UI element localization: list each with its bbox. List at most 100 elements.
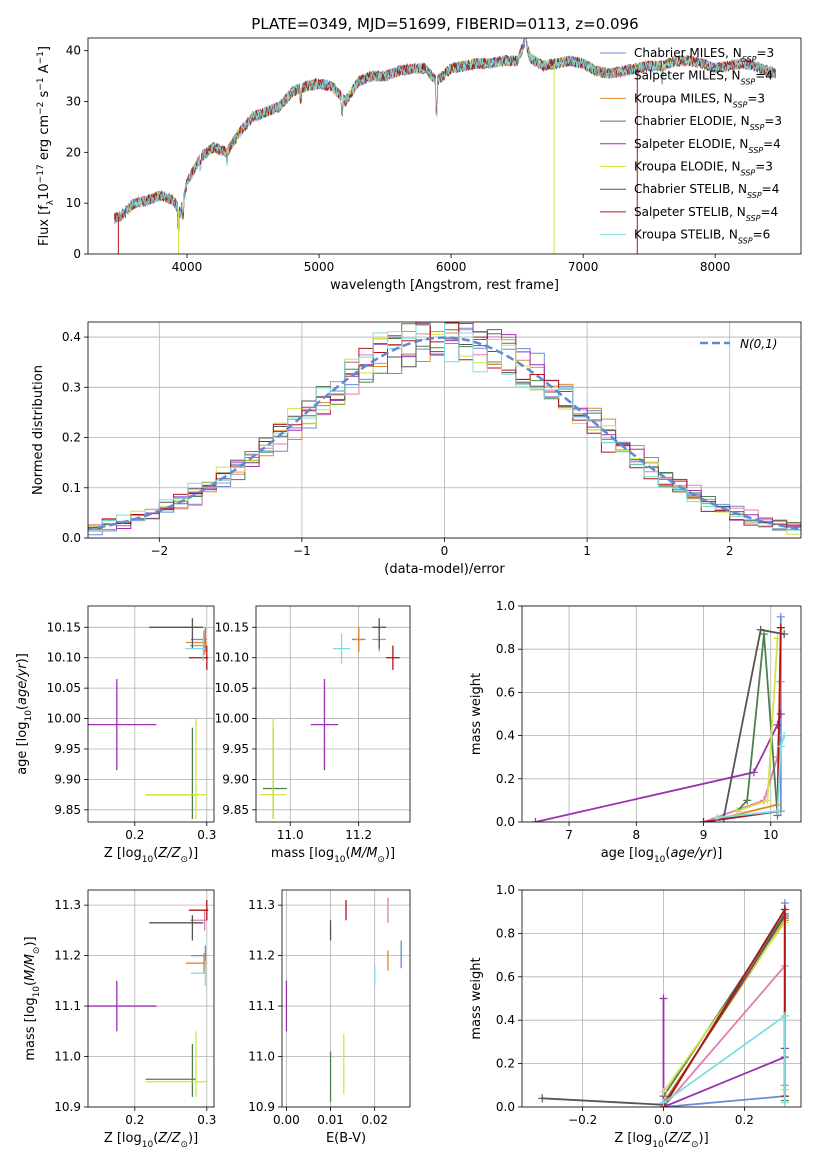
x-tick-label: 0.3 bbox=[197, 828, 216, 842]
chart-age_vs_Z: 0.2 0.3 9.85 9.90 9.95 10.00 10.05 10.10 10.15 Z … bbox=[15, 605, 216, 865]
axis-label: wavelength [Angstrom, rest frame] bbox=[330, 278, 559, 293]
x-tick-label: 9 bbox=[700, 828, 708, 842]
axes-frame bbox=[87, 889, 215, 1108]
x-tick-label: 0.2 bbox=[735, 1113, 754, 1127]
legend-label: Kroupa ELODIE, NSSP=3 bbox=[634, 160, 773, 178]
legend-label: Chabrier ELODIE, NSSP=3 bbox=[634, 114, 782, 132]
weight-line bbox=[736, 638, 779, 813]
legend-label: Salpeter MILES, NSSP=4 bbox=[634, 69, 773, 87]
weight-marker bbox=[760, 630, 769, 639]
y-tick-label: 0.6 bbox=[496, 970, 515, 984]
axis-label: Normed distribution bbox=[31, 365, 46, 495]
y-tick-label: 9.90 bbox=[54, 772, 81, 786]
chart-mass_vs_Z: 0.2 0.3 10.9 11.0 11.1 11.2 11.3 Z [log10(Z/Z⊙)… bbox=[23, 889, 216, 1150]
weight-marker bbox=[659, 994, 668, 1003]
y-tick-label: 9.95 bbox=[222, 742, 249, 756]
chart-weight_vs_age: 7 8 9 10 0.0 0.2 0.4 0.6 0.8 1.0 age [log10(age/yr… bbox=[469, 599, 802, 865]
y-tick-label: 9.85 bbox=[222, 803, 249, 817]
y-tick-label: 1.0 bbox=[496, 599, 515, 613]
x-tick-label: 0.01 bbox=[317, 1113, 344, 1127]
weight-line bbox=[535, 713, 782, 822]
x-tick-label: 0.00 bbox=[273, 1113, 300, 1127]
legend-label: Kroupa STELIB, NSSP=6 bbox=[634, 228, 770, 246]
legend: N(0,1) bbox=[700, 337, 777, 351]
legend-label: N(0,1) bbox=[740, 337, 777, 351]
chart-weight_vs_Z: −0.2 0.0 0.2 0.0 0.2 0.4 0.6 0.8 1.0 Z [log10(Z/Z… bbox=[469, 883, 802, 1150]
axes-frame bbox=[521, 889, 802, 1108]
y-tick-label: 10.15 bbox=[215, 620, 249, 634]
y-tick-label: 1.0 bbox=[496, 883, 515, 897]
weight-marker bbox=[776, 623, 785, 632]
x-tick-label: 4000 bbox=[172, 260, 203, 274]
weight-marker bbox=[780, 1098, 789, 1107]
chart-spectrum: 4000 5000 6000 7000 8000 0 10 20 30 40 wavelength … bbox=[36, 37, 802, 293]
axis-label: Z [log10(Z/Z⊙)] bbox=[104, 846, 198, 865]
y-tick-label: 11.3 bbox=[54, 898, 81, 912]
x-tick-label: 0 bbox=[441, 544, 449, 558]
plot-area bbox=[259, 618, 400, 819]
y-tick-label: 0.2 bbox=[496, 772, 515, 786]
legend-label: Chabrier STELIB, NSSP=4 bbox=[634, 182, 779, 200]
y-tick-label: 0.6 bbox=[496, 685, 515, 699]
normal-curve bbox=[88, 336, 801, 531]
plot-area bbox=[88, 900, 209, 1097]
axis-label: mass weight bbox=[469, 673, 484, 755]
legend: Chabrier MILES, NSSP=3 Salpeter MILES, NS… bbox=[600, 46, 782, 245]
x-tick-label: −2 bbox=[150, 544, 168, 558]
y-tick-label: 10.00 bbox=[215, 712, 249, 726]
weight-marker bbox=[773, 807, 782, 816]
x-tick-label: 6000 bbox=[436, 260, 467, 274]
weight-marker bbox=[776, 612, 785, 621]
plot-area bbox=[88, 322, 801, 536]
weight-line bbox=[662, 906, 786, 1107]
weight-line bbox=[716, 735, 786, 819]
x-tick-label: 8000 bbox=[700, 260, 731, 274]
x-tick-label: 8 bbox=[632, 828, 640, 842]
figure-title: PLATE=0349, MJD=51699, FIBERID=0113, z=0… bbox=[251, 15, 638, 33]
weight-marker bbox=[780, 905, 789, 914]
x-tick-label: 11.0 bbox=[277, 828, 304, 842]
weight-marker bbox=[712, 813, 721, 822]
y-tick-label: 9.90 bbox=[222, 772, 249, 786]
y-tick-label: 11.2 bbox=[54, 949, 81, 963]
axes-frame bbox=[281, 889, 411, 1108]
y-tick-label: 10.05 bbox=[47, 681, 81, 695]
weight-marker bbox=[749, 768, 758, 777]
chart-mass_vs_ebv: 0.00 0.01 0.02 10.9 11.0 11.1 11.2 11.3 E(B-V) bbox=[248, 889, 411, 1146]
y-tick-label: 11.2 bbox=[248, 949, 275, 963]
y-tick-label: 10 bbox=[66, 196, 81, 210]
y-tick-label: 0.1 bbox=[62, 481, 81, 495]
y-tick-label: 0.8 bbox=[496, 926, 515, 940]
weight-marker bbox=[756, 625, 765, 634]
legend-label: Salpeter ELODIE, NSSP=4 bbox=[634, 137, 781, 155]
y-tick-label: 0.2 bbox=[62, 431, 81, 445]
plot-area bbox=[285, 897, 402, 1102]
weight-marker bbox=[773, 720, 782, 729]
y-tick-label: 0.3 bbox=[62, 380, 81, 394]
plot-area bbox=[114, 38, 776, 254]
y-tick-label: 11.1 bbox=[248, 999, 275, 1013]
y-tick-label: 11.1 bbox=[54, 999, 81, 1013]
weight-marker bbox=[531, 818, 540, 822]
y-tick-label: 10.15 bbox=[47, 620, 81, 634]
x-tick-label: −1 bbox=[293, 544, 311, 558]
y-tick-label: 0.2 bbox=[496, 1057, 515, 1071]
axes-frame bbox=[255, 605, 411, 823]
x-tick-label: 7000 bbox=[568, 260, 599, 274]
axis-label: mass [log10(M/M⊙)] bbox=[271, 846, 395, 865]
x-tick-label: 0.2 bbox=[125, 1113, 144, 1127]
x-tick-label: 11.2 bbox=[345, 828, 372, 842]
axis-label: mass [log10(M/M⊙)] bbox=[23, 936, 42, 1060]
axis-label: Z [log10(Z/Z⊙)] bbox=[614, 1131, 708, 1150]
y-tick-label: 10.10 bbox=[47, 651, 81, 665]
x-tick-label: 10 bbox=[763, 828, 778, 842]
y-tick-label: 10.00 bbox=[47, 712, 81, 726]
y-tick-label: 10.9 bbox=[54, 1100, 81, 1114]
axis-label: (data-model)/error bbox=[384, 562, 505, 577]
weight-marker bbox=[733, 807, 742, 816]
y-tick-label: 11.0 bbox=[54, 1050, 81, 1064]
x-tick-label: 5000 bbox=[304, 260, 335, 274]
weight-marker bbox=[699, 818, 708, 822]
weight-marker bbox=[743, 796, 752, 805]
